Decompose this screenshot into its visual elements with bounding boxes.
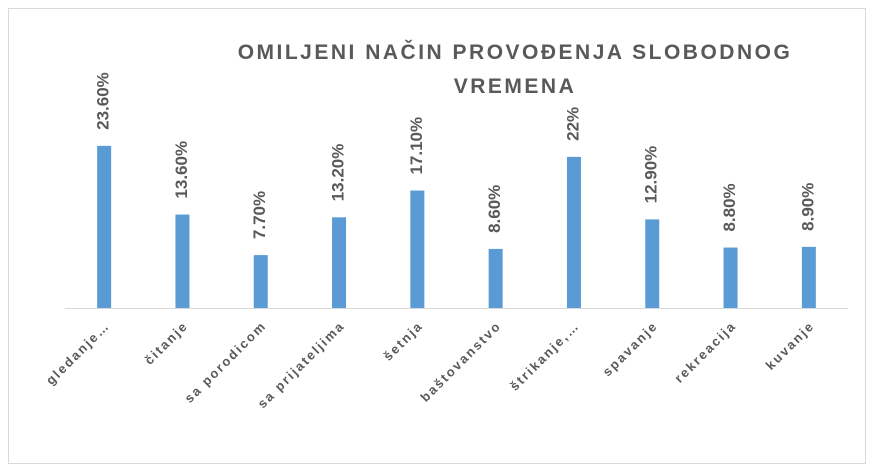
bar	[566, 156, 581, 308]
bar	[645, 219, 660, 308]
data-label: 13.60%	[172, 141, 191, 199]
chart-title: OMILJENI NAČIN PROVOĐENJA SLOBODNOG VREM…	[237, 41, 793, 98]
data-label: 7.70%	[250, 191, 269, 239]
bar	[723, 247, 738, 308]
data-label: 17.10%	[407, 117, 426, 175]
data-label: 8.90%	[798, 183, 817, 231]
bar	[97, 145, 112, 308]
data-label: 13.20%	[329, 144, 348, 202]
data-label: 12.90%	[642, 146, 661, 204]
bar	[801, 246, 816, 308]
bar	[253, 255, 268, 308]
bar	[175, 214, 190, 308]
bar	[332, 217, 347, 308]
data-label: 22%	[563, 107, 582, 141]
chart-border	[8, 8, 866, 464]
data-label: 8.80%	[720, 183, 739, 231]
bar	[410, 190, 425, 308]
bar	[488, 248, 503, 308]
data-label: 23.60%	[94, 72, 113, 130]
data-label: 8.60%	[485, 185, 504, 233]
